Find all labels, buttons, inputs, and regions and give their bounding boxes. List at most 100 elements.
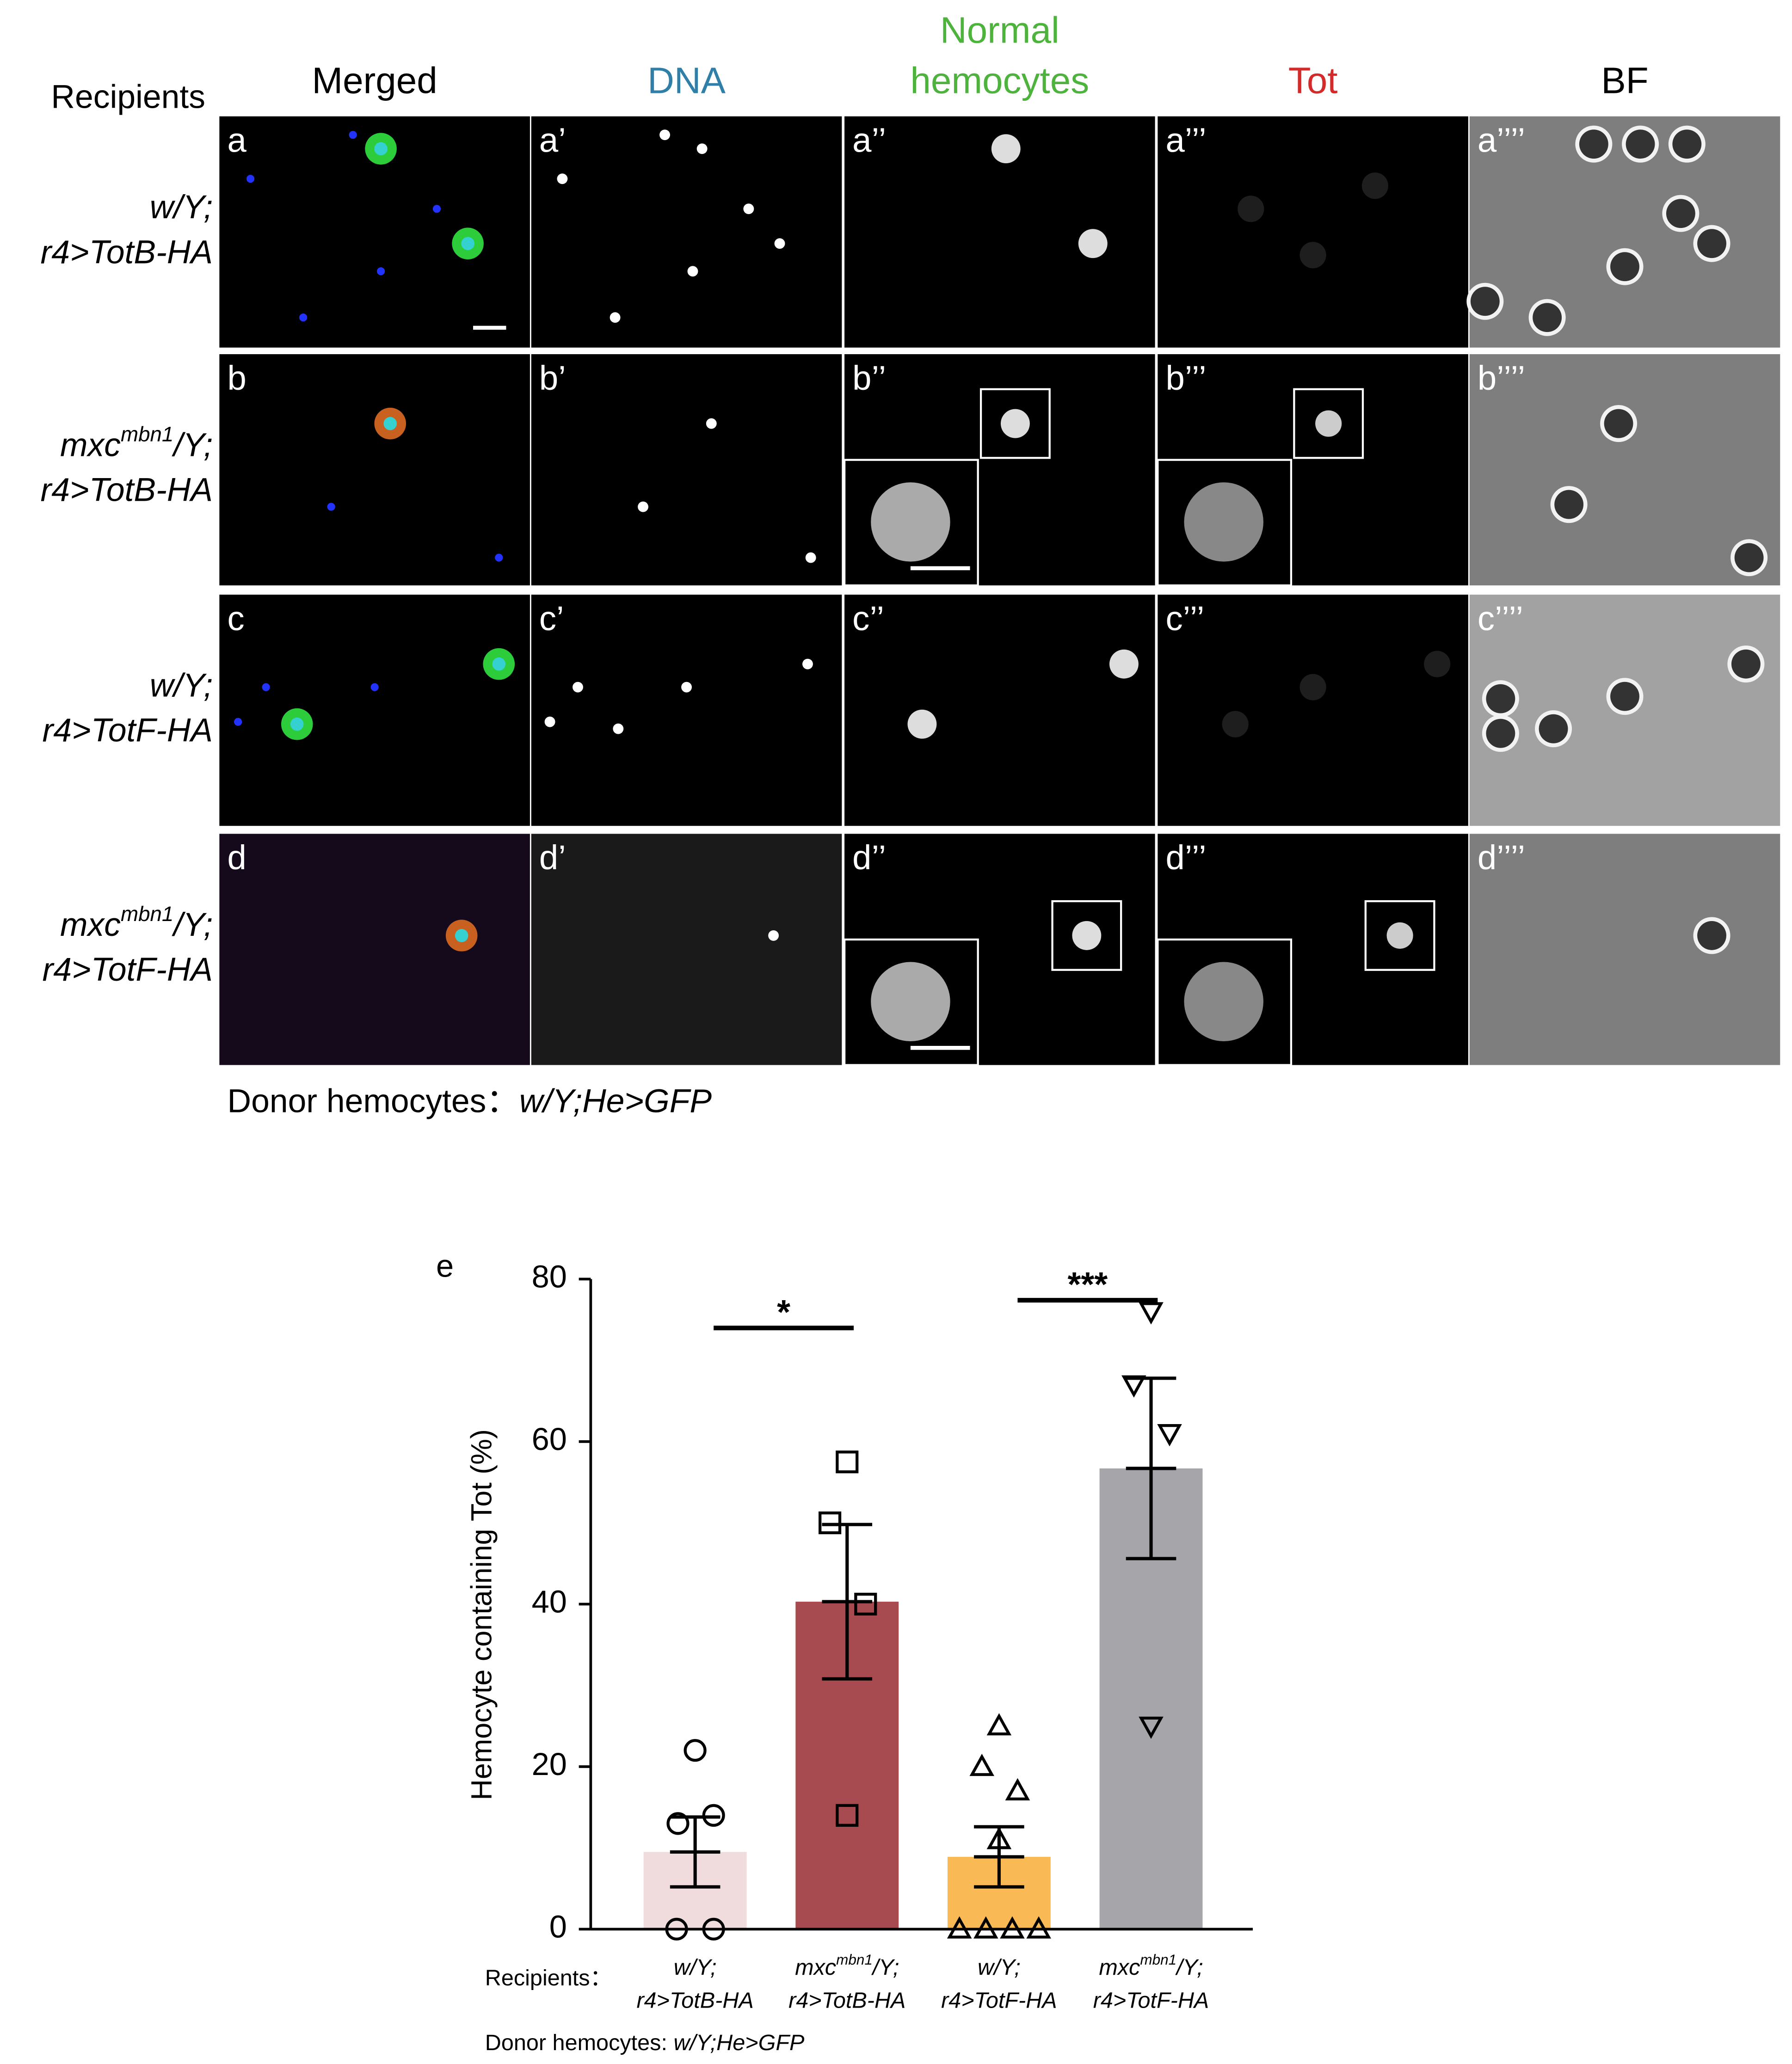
text-segment: /Y;	[171, 906, 213, 943]
nucleus	[432, 205, 441, 213]
genotype-line: r4>TotF-HA	[941, 1988, 1057, 2013]
genotype-line: w/Y;	[674, 1955, 717, 1980]
data-point	[666, 1812, 690, 1835]
panel-letter: c’	[539, 599, 564, 638]
panel-letter: c’’’	[1165, 599, 1204, 638]
cell	[1697, 921, 1726, 950]
cell	[1486, 719, 1515, 748]
nucleus	[557, 173, 568, 184]
data-point	[702, 1804, 725, 1827]
nucleus	[299, 313, 308, 322]
panel-letter: c’’’’	[1478, 599, 1523, 638]
x-axis-label: Recipients：	[485, 1966, 612, 1990]
nucleus	[802, 658, 813, 670]
cell	[1299, 242, 1326, 269]
panel-letter: a’	[539, 121, 566, 159]
inset-cell	[871, 482, 950, 562]
micrograph	[531, 834, 842, 1065]
micrograph	[531, 116, 842, 348]
data-point	[969, 1753, 995, 1776]
text-segment: mxc	[795, 1955, 836, 1980]
y-tick-label: 0	[549, 1909, 567, 1944]
micrograph	[1158, 595, 1468, 826]
micrograph	[219, 354, 530, 586]
micrograph	[1469, 116, 1780, 348]
panel-letter: a’’’	[1165, 121, 1206, 159]
column-header: Tot	[1288, 60, 1338, 101]
genotype-line: r4>TotF-HA	[43, 712, 213, 749]
caption-genotype: w/Y;He>GFP	[673, 2030, 805, 2055]
panel-letter: d	[228, 838, 246, 877]
genotype-line: mxcmbn1/Y;	[1099, 1952, 1203, 1980]
panel-letter: b’’	[852, 359, 886, 397]
text-segment: w/Y;	[150, 189, 213, 226]
cell	[1604, 409, 1633, 438]
nucleus	[492, 657, 506, 671]
nucleus	[290, 717, 304, 731]
cell	[1666, 199, 1695, 228]
y-tick-label: 60	[532, 1421, 567, 1457]
genotype-line: w/Y;	[978, 1955, 1021, 1980]
cell	[1315, 410, 1342, 437]
inset-box	[1051, 900, 1122, 971]
data-point	[986, 1713, 1012, 1736]
nucleus	[370, 683, 379, 691]
panel-letter: b’	[539, 359, 566, 397]
panel-letter: b	[228, 359, 246, 397]
data-point	[836, 1804, 859, 1827]
text-segment: mxc	[60, 426, 121, 463]
nucleus	[696, 143, 708, 154]
cell	[1078, 229, 1108, 258]
cell	[1109, 649, 1139, 679]
micrograph	[219, 595, 530, 826]
panel-letter: d’	[539, 838, 566, 877]
nucleus	[706, 418, 717, 429]
text-segment: r4>TotF-HA	[1093, 1988, 1209, 2013]
nucleus	[573, 682, 583, 693]
cell	[1222, 711, 1249, 737]
cell	[1424, 651, 1451, 677]
superscript: mbn1	[836, 1952, 873, 1968]
genotype-line: r4>TotB-HA	[41, 233, 213, 270]
text-segment: r4>TotF-HA	[941, 1988, 1057, 2013]
superscript: mbn1	[121, 902, 173, 925]
panel-letter: a’’’’	[1478, 121, 1525, 159]
column-header: BF	[1601, 60, 1648, 101]
superscript: mbn1	[1140, 1952, 1176, 1968]
cell	[1610, 682, 1639, 711]
genotype-line: r4>TotB-HA	[636, 1988, 753, 2013]
nucleus	[805, 552, 816, 563]
data-point	[1139, 1716, 1164, 1739]
y-axis-label: Hemocyte containing Tot (%)	[466, 1429, 498, 1800]
data-point	[1157, 1424, 1182, 1447]
cell	[1734, 543, 1764, 572]
cell	[1731, 649, 1761, 679]
cell	[1626, 129, 1655, 159]
text-segment: w/Y;	[978, 1955, 1021, 1980]
cell	[1579, 129, 1608, 159]
y-tick-label: 80	[532, 1259, 567, 1294]
nucleus	[262, 683, 270, 691]
genotype-line: mxcmbn1/Y;	[60, 422, 213, 463]
column-header: Normal	[940, 10, 1059, 51]
text-segment: r4>TotF-HA	[43, 951, 213, 988]
text-segment: w/Y;	[150, 667, 213, 704]
text-segment: mxc	[60, 906, 121, 943]
inset-box	[1293, 388, 1364, 459]
panel-letter: b’’’’	[1478, 359, 1525, 397]
donor-label: Donor hemocytes：	[228, 1082, 519, 1119]
micrograph	[1158, 116, 1468, 348]
nucleus	[681, 682, 692, 693]
cell	[1697, 229, 1726, 258]
cell	[1470, 287, 1500, 316]
nucleus	[246, 175, 255, 183]
micrograph	[844, 595, 1155, 826]
nucleus	[687, 266, 698, 277]
text-segment: r4>TotB-HA	[41, 233, 213, 270]
nucleus	[374, 142, 388, 155]
nucleus	[610, 312, 621, 323]
panel-letter: a	[228, 121, 247, 159]
inset-cell	[1184, 482, 1263, 562]
nucleus	[495, 553, 503, 562]
text-segment: r4>TotB-HA	[636, 1988, 753, 2013]
